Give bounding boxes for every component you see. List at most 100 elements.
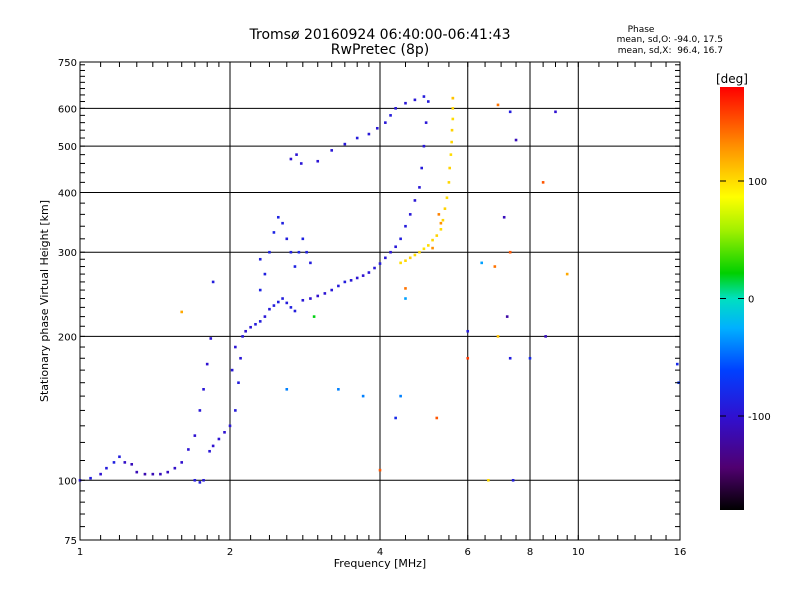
trace-point [241,335,244,338]
trace-point [451,117,455,121]
trace-point [293,265,297,268]
trace-point [330,149,334,152]
trace-point [301,237,305,241]
trace-point [289,250,293,254]
trace-point [394,107,397,110]
scatter-point [480,261,484,265]
x-tick-label: 10 [572,547,585,558]
y-tick-label: 750 [58,58,77,69]
trace-point [447,181,451,184]
grid-layer [80,62,680,540]
scatter-point [675,362,679,366]
scatter-point [399,394,402,398]
trace-point [223,431,226,434]
trace-point [249,325,252,329]
trace-point [330,288,334,292]
trace-point [123,461,127,464]
trace-point [289,157,293,161]
trace-point [130,463,134,466]
trace-point [166,470,170,474]
trace-point [198,409,202,412]
trace-point [268,250,271,254]
trace-point [151,472,155,476]
scatter-point [180,310,184,314]
trace-point [159,472,162,476]
trace-point [445,196,449,200]
trace-point [281,221,284,225]
trace-point [193,434,197,437]
scatter-point [528,356,532,360]
trace-point [422,144,426,148]
trace-point [301,298,305,302]
scatter-point [493,265,497,268]
trace-point [105,466,108,470]
trace-point [384,121,387,124]
trace-point [272,231,276,234]
scatter-point [394,416,397,420]
scatter-point [312,315,316,318]
trace-point [355,136,359,140]
trace-point [404,101,407,105]
trace-point [337,284,340,288]
trace-point [384,256,387,260]
trace-point [316,294,320,298]
trace-point [285,301,289,305]
trace-point [343,142,347,146]
trace-point [228,424,232,428]
trace-point [309,261,312,265]
trace-point [450,128,454,132]
trace-point [404,259,407,262]
trace-point [408,213,412,216]
trace-point [211,444,215,448]
scatter-point [466,329,470,333]
trace-point [285,237,289,241]
trace-point [389,250,392,254]
trace-point [361,274,365,277]
trace-point [276,300,280,304]
trace-point [187,448,190,451]
x-axis-label: Frequency [MHz] [334,557,426,570]
trace-point [426,100,430,103]
trace-point [420,166,423,170]
x-tick-label: 6 [465,547,471,558]
trace-point [413,98,417,102]
trace-point [263,272,267,276]
y-tick-label: 400 [58,188,77,199]
scatter-point [285,388,289,391]
scatter-point [565,272,569,276]
scatter-point [514,138,518,142]
chart-title: Tromsø 20160924 06:40:00-06:41:43 [249,27,511,43]
trace-point [281,297,284,300]
scatter-point [487,478,490,482]
trace-point [289,306,293,309]
scatter-point [361,394,365,398]
colorbar-unit: [deg] [716,72,748,86]
colorbar-tick-label: 0 [748,295,754,306]
trace-point [399,237,402,241]
trace-point [208,449,211,453]
trace-point [297,250,301,254]
trace-point [394,245,397,249]
trace-point [239,356,242,360]
y-axis-label: Stationary phase Virtual Height [km] [38,200,51,402]
trace-point [450,140,453,144]
trace-point [230,368,234,372]
trace-point [373,266,376,270]
trace-point [309,297,312,300]
scatter-point [435,416,439,420]
scatter-point [466,356,470,360]
trace-point [399,261,402,265]
trace-point [422,247,426,251]
trace-point [389,114,392,117]
trace-point [375,126,379,130]
trace-point [180,461,184,464]
trace-point [237,381,240,385]
trace-point [439,228,443,231]
scatter-point [508,110,512,114]
trace-point [198,481,202,484]
trace-point [413,199,417,202]
scatter-point [404,297,407,300]
trace-point [441,218,445,222]
scatter-point [337,388,340,391]
